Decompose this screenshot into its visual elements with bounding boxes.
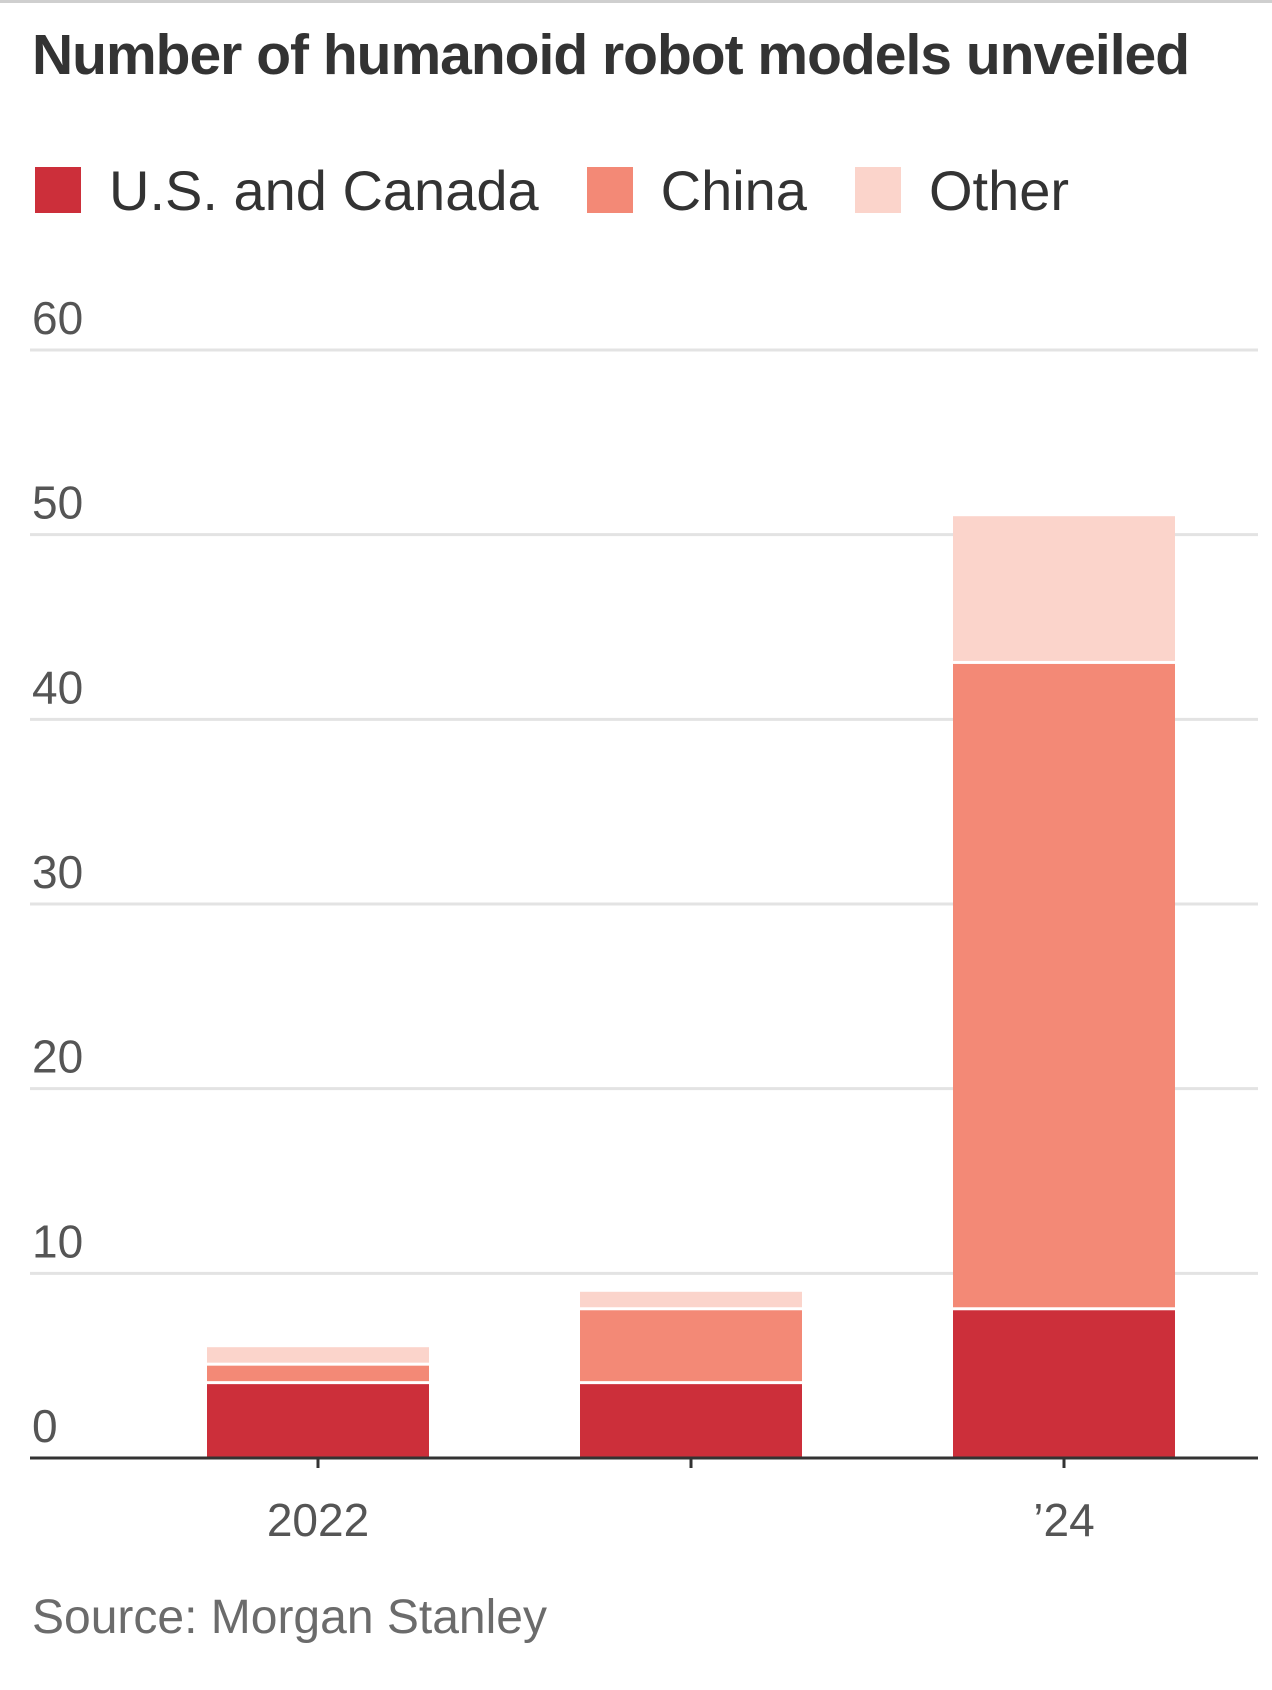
bar-segment-1-1 [580,1310,802,1382]
y-tick-label-40: 40 [32,661,83,713]
legend-swatch-china [586,167,633,213]
legend-swatch-us-canada [35,167,81,213]
legend-swatch-other [854,167,901,213]
legend-label-us-canada: U.S. and Canada [109,158,539,222]
y-tick-label-10: 10 [32,1215,83,1267]
bar-segment-0-0 [207,1384,429,1458]
y-tick-label-0: 0 [32,1400,58,1452]
y-tick-label-30: 30 [32,846,83,898]
bar-segment-1-2 [580,1291,802,1308]
bar-segment-2-2 [953,516,1175,661]
bar-segment-2-0 [953,1310,1175,1458]
bar-segment-1-0 [580,1384,802,1458]
legend-item-us-canada: U.S. and Canada [35,158,539,223]
y-tick-label-60: 60 [32,292,83,344]
legend-label-china: China [660,158,807,222]
chart-title: Number of humanoid robot models unveiled [32,23,1190,87]
legend-item-other: Other [854,158,1070,223]
bar-segment-2-1 [953,663,1175,1308]
bar-segment-0-1 [207,1365,429,1382]
legend: U.S. and Canada China Other [35,158,1117,223]
y-tick-label-20: 20 [32,1031,83,1083]
bar-segment-0-2 [207,1347,429,1363]
top-rule [0,0,1272,3]
x-tick-label-2: ’24 [1033,1494,1094,1546]
x-tick-label-0: 2022 [267,1494,369,1546]
legend-label-other: Other [928,158,1070,222]
y-tick-label-50: 50 [32,477,83,529]
legend-item-china: China [586,158,807,223]
source-note: Source: Morgan Stanley [32,1591,547,1644]
stacked-bar-chart: 0 10 20 30 40 50 60 2022 ’24 [30,292,1258,1546]
